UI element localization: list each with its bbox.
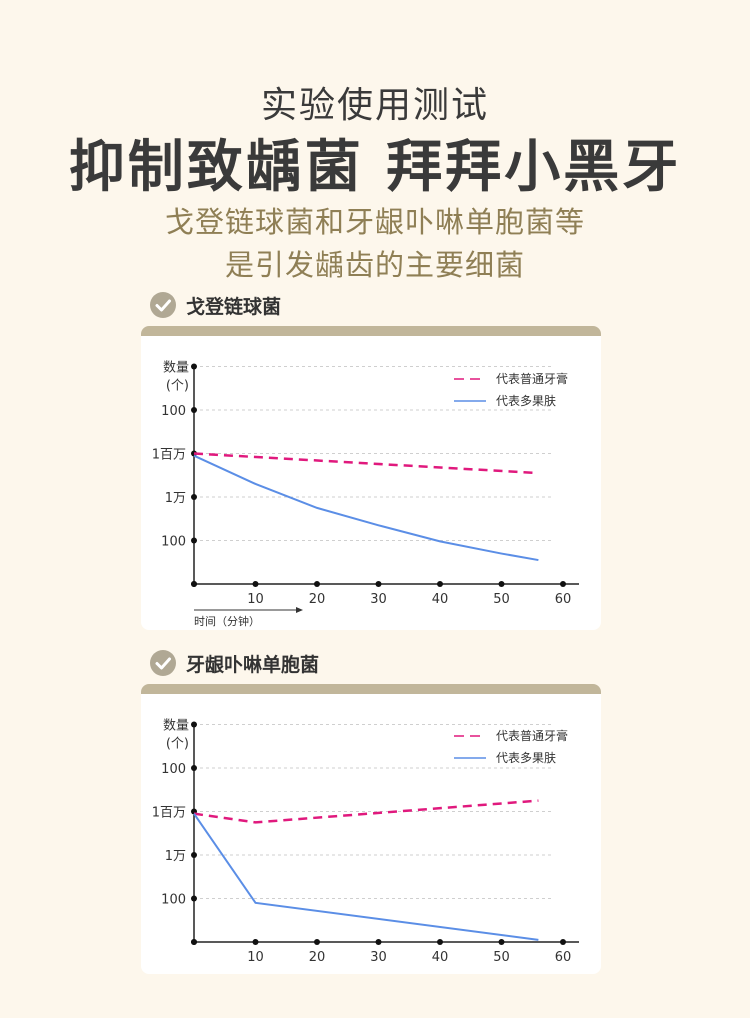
x-tick-label: 30 bbox=[370, 592, 387, 607]
x-axis-dot bbox=[252, 939, 259, 945]
y-tick-label: 1百万 bbox=[152, 806, 186, 821]
section-header-2: 牙龈卟啉单胞菌 bbox=[150, 648, 319, 678]
check-circle-icon bbox=[150, 292, 176, 318]
x-axis-dot bbox=[314, 581, 320, 587]
series-line-1 bbox=[193, 799, 539, 824]
y-axis-dot bbox=[191, 363, 197, 370]
chart-1: 数量 (个) 100 1百万 1万 100 10 20 30 40 50 60 时间（分钟） 代表普通牙膏… bbox=[152, 361, 579, 628]
legend-label: 代表多果肤 bbox=[496, 393, 556, 408]
x-axis-dot bbox=[560, 581, 566, 587]
x-axis-arrowhead bbox=[296, 607, 303, 613]
page-kicker: 实验使用测试 bbox=[260, 85, 489, 126]
y-tick-label: 100 bbox=[161, 762, 186, 777]
x-axis-dot bbox=[252, 581, 259, 587]
y-axis-dot bbox=[191, 721, 197, 728]
y-axis-dot bbox=[191, 537, 197, 544]
card-header-bar bbox=[141, 326, 601, 336]
x-axis-dot bbox=[498, 939, 505, 945]
x-tick-label: 50 bbox=[493, 950, 510, 965]
y-axis-label: 数量 bbox=[163, 719, 189, 734]
x-axis-dot bbox=[375, 939, 382, 945]
y-axis-dot bbox=[191, 852, 197, 858]
y-axis-label-unit: (个) bbox=[166, 737, 189, 752]
subtitle-line-2: 是引发龋齿的主要细菌 bbox=[224, 248, 525, 282]
y-tick-label: 1万 bbox=[165, 491, 186, 506]
series-line-2 bbox=[193, 813, 539, 941]
x-axis-label: 时间（分钟） bbox=[194, 614, 260, 628]
card-header-bar bbox=[141, 684, 601, 694]
legend-label: 代表多果肤 bbox=[496, 750, 556, 765]
x-tick-label: 30 bbox=[370, 950, 387, 965]
x-tick-label: 10 bbox=[247, 592, 264, 607]
page-title: 抑制致龋菌 拜拜小黑牙 bbox=[68, 134, 682, 200]
section-title: 戈登链球菌 bbox=[186, 295, 282, 318]
y-tick-label: 100 bbox=[161, 535, 186, 550]
x-axis-dot bbox=[437, 939, 443, 945]
x-tick-label: 20 bbox=[309, 950, 326, 965]
x-axis-dot bbox=[314, 939, 320, 945]
legend-label: 代表普通牙膏 bbox=[496, 728, 568, 743]
y-axis-dot bbox=[191, 765, 197, 771]
check-circle-icon bbox=[150, 650, 176, 676]
x-tick-label: 60 bbox=[555, 592, 572, 607]
legend-label: 代表普通牙膏 bbox=[496, 371, 568, 386]
x-tick-label: 20 bbox=[309, 592, 326, 607]
section-header-1: 戈登链球菌 bbox=[150, 290, 281, 320]
series-line-2 bbox=[193, 454, 539, 562]
x-axis-dot bbox=[437, 581, 443, 587]
chart-card-1: 数量 (个) 100 1百万 1万 100 10 20 30 40 50 60 时间（分钟） 代表普通牙膏… bbox=[141, 326, 601, 630]
series-line-1 bbox=[193, 452, 539, 475]
x-axis-dot bbox=[191, 581, 197, 587]
subtitle-line-1: 戈登链球菌和牙龈卟啉单胞菌等 bbox=[164, 205, 585, 239]
y-tick-label: 100 bbox=[161, 893, 186, 908]
y-axis-dot bbox=[191, 895, 197, 902]
section-title: 牙龈卟啉单胞菌 bbox=[186, 653, 320, 676]
y-tick-label: 1百万 bbox=[152, 448, 186, 463]
x-axis-dot bbox=[560, 939, 566, 945]
chart-card-2: 数量 (个) 100 1百万 1万 100 10 20 30 40 50 60 代表普通牙膏 代表多果肤 bbox=[141, 684, 601, 974]
x-tick-label: 60 bbox=[555, 950, 572, 965]
x-axis-dot bbox=[191, 939, 197, 945]
x-tick-label: 40 bbox=[432, 592, 449, 607]
x-axis-dot bbox=[375, 581, 382, 587]
y-tick-label: 1万 bbox=[165, 849, 186, 864]
y-axis-label: 数量 bbox=[163, 361, 189, 376]
y-tick-label: 100 bbox=[161, 404, 186, 419]
y-axis-label-unit: (个) bbox=[166, 379, 189, 394]
x-tick-label: 10 bbox=[247, 950, 264, 965]
x-tick-label: 50 bbox=[493, 592, 510, 607]
y-axis-dot bbox=[191, 494, 197, 500]
x-tick-label: 40 bbox=[432, 950, 449, 965]
y-axis-dot bbox=[191, 407, 197, 413]
x-axis-dot bbox=[498, 581, 505, 587]
